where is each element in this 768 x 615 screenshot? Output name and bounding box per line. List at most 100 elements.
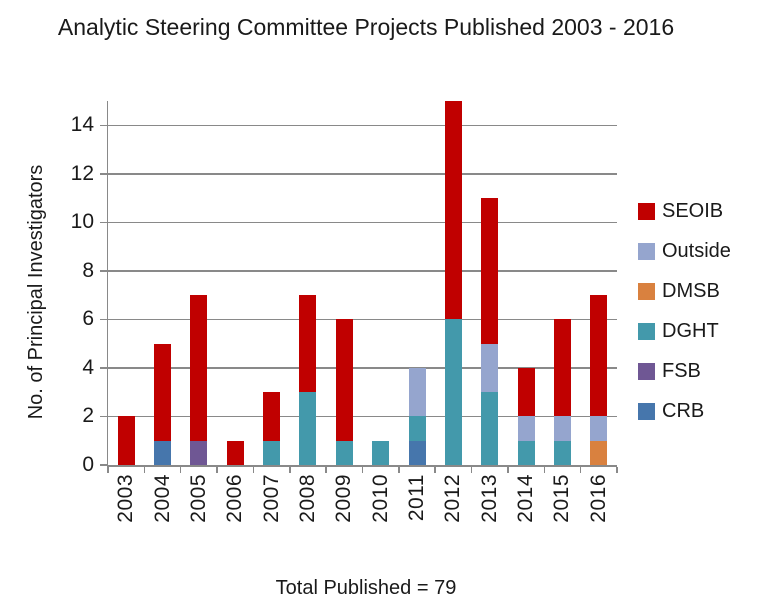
legend-label-fsb: FSB xyxy=(662,359,701,382)
y-axis-tick xyxy=(99,318,107,321)
bar-segment-seoib-2014 xyxy=(517,367,535,417)
bar-segment-dmsb-2016 xyxy=(590,440,608,465)
bar-segment-fsb-2005 xyxy=(190,440,208,465)
legend-label-seoib: SEOIB xyxy=(662,199,724,222)
y-axis-tick xyxy=(99,464,107,466)
y-tick-label-6: 6 xyxy=(82,307,94,331)
y-axis-tick xyxy=(99,270,107,272)
y-axis-line xyxy=(106,101,108,465)
bar-segment-seoib-2004 xyxy=(154,343,172,441)
legend-swatch-dght xyxy=(638,322,655,340)
bar-segment-dght-2008 xyxy=(299,392,317,465)
y-tick-label-8: 8 xyxy=(82,258,94,282)
y-axis-tick xyxy=(99,173,107,175)
legend-item-crb: CRB xyxy=(638,399,731,423)
bar-segment-dght-2007 xyxy=(263,440,281,465)
legend-swatch-dmsb xyxy=(638,282,655,300)
plot-area xyxy=(99,101,618,473)
legend-item-seoib: SEOIB xyxy=(638,199,731,223)
bar-segment-seoib-2003 xyxy=(117,416,135,465)
y-axis-tick xyxy=(99,124,107,127)
gridline-y14 xyxy=(108,124,617,127)
x-tick-label-2003: 2003 xyxy=(114,474,138,523)
bar-segment-seoib-2005 xyxy=(190,295,208,441)
bar-segment-dght-2015 xyxy=(553,440,571,465)
legend-swatch-seoib xyxy=(638,202,655,220)
legend-item-fsb: FSB xyxy=(638,359,731,383)
bar-segment-seoib-2009 xyxy=(335,319,353,441)
y-tick-label-14: 14 xyxy=(70,113,94,137)
bar-segment-seoib-2007 xyxy=(263,392,281,441)
gridline-y4 xyxy=(108,367,617,369)
x-axis-tick xyxy=(289,466,291,473)
x-tick-label-2016: 2016 xyxy=(586,474,610,523)
total-caption: Total Published = 79 xyxy=(275,577,457,599)
legend-swatch-crb xyxy=(638,402,655,420)
x-tick-label-2007: 2007 xyxy=(259,474,283,523)
gridline-y6 xyxy=(108,318,617,321)
bar-segment-outside-2013 xyxy=(481,343,499,393)
bar-segment-outside-2016 xyxy=(590,416,608,441)
x-axis-tick xyxy=(434,466,436,473)
x-tick-label-2014: 2014 xyxy=(514,474,538,523)
legend-swatch-fsb xyxy=(638,362,655,380)
bar-segment-dght-2011 xyxy=(408,416,426,441)
y-axis-tick xyxy=(99,221,107,224)
x-axis-tick xyxy=(507,466,509,473)
gridline-y2 xyxy=(108,415,617,418)
x-axis-tick xyxy=(543,466,546,473)
x-axis-tick xyxy=(252,466,255,473)
x-axis-tick xyxy=(470,466,473,473)
bar-segment-seoib-2013 xyxy=(481,198,499,344)
chart-title: Analytic Steering Committee Projects Pub… xyxy=(57,14,675,40)
x-tick-label-2011: 2011 xyxy=(405,474,429,522)
y-axis-tick xyxy=(99,415,107,418)
y-tick-label-12: 12 xyxy=(70,161,94,185)
bar-segment-dght-2013 xyxy=(481,392,499,465)
x-tick-label-2010: 2010 xyxy=(368,474,392,523)
x-axis-tick xyxy=(398,466,400,473)
x-axis-tick xyxy=(616,466,618,473)
x-axis-line xyxy=(106,465,617,467)
x-tick-label-2015: 2015 xyxy=(550,474,574,523)
x-tick-label-2004: 2004 xyxy=(150,474,174,523)
bar-segment-seoib-2016 xyxy=(590,295,608,417)
y-tick-label-10: 10 xyxy=(70,210,94,234)
x-axis-tick xyxy=(179,466,182,473)
legend-label-dmsb: DMSB xyxy=(662,279,720,302)
y-tick-label-4: 4 xyxy=(82,355,94,379)
x-axis-tick xyxy=(325,466,327,473)
x-axis-tick xyxy=(579,466,582,473)
y-axis-tick xyxy=(99,367,107,369)
bar-segment-seoib-2015 xyxy=(553,319,571,417)
bar-segment-crb-2004 xyxy=(154,440,172,465)
bar-segment-seoib-2008 xyxy=(299,295,317,393)
legend-swatch-outside xyxy=(638,242,655,260)
y-tick-label-2: 2 xyxy=(82,404,94,428)
bar-segment-outside-2014 xyxy=(517,416,535,441)
gridline-y10 xyxy=(108,221,617,224)
legend-item-outside: Outside xyxy=(638,239,731,263)
x-tick-label-2012: 2012 xyxy=(441,474,465,523)
bar-segment-outside-2011 xyxy=(408,367,426,417)
legend: SEOIB Outside DMSB DGHT FSB CRB xyxy=(638,199,731,439)
x-tick-label-2005: 2005 xyxy=(186,474,210,523)
y-tick-label-0: 0 xyxy=(82,453,94,476)
x-tick-label-2008: 2008 xyxy=(295,474,319,523)
bar-segment-crb-2011 xyxy=(408,440,426,465)
bar-segment-seoib-2012 xyxy=(444,101,462,320)
x-tick-label-2006: 2006 xyxy=(223,474,247,523)
legend-label-crb: CRB xyxy=(662,399,705,422)
legend-item-dght: DGHT xyxy=(638,319,731,343)
bar-segment-seoib-2006 xyxy=(226,440,244,465)
bar-segment-dght-2010 xyxy=(372,440,390,465)
x-axis-tick xyxy=(361,466,364,473)
x-tick-label-2013: 2013 xyxy=(477,474,501,523)
gridline-y12 xyxy=(108,173,617,175)
gridline-y8 xyxy=(108,270,617,272)
legend-label-outside: Outside xyxy=(662,239,731,262)
x-axis-tick xyxy=(107,466,109,473)
x-axis-tick xyxy=(216,466,218,473)
x-axis-tick xyxy=(143,466,146,473)
